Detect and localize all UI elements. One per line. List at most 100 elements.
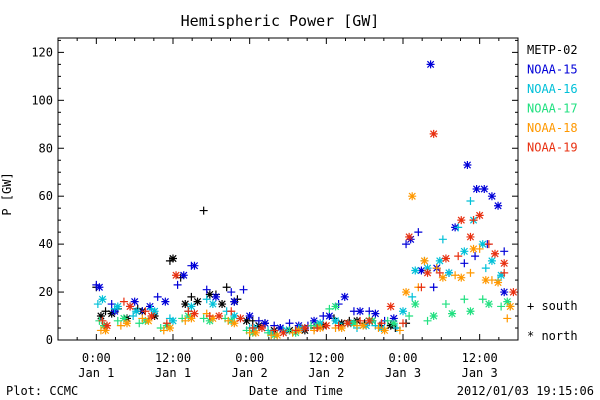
point-noaa-19-north <box>429 129 438 138</box>
point-noaa-19-north <box>405 232 414 241</box>
point-noaa-19-north <box>257 324 266 333</box>
point-noaa-16-north <box>331 316 340 325</box>
point-noaa-19-south <box>334 321 343 330</box>
point-noaa-19-north <box>365 316 374 325</box>
point-noaa-18-south <box>138 314 147 323</box>
point-noaa-15-south <box>227 288 236 297</box>
x-tick-label-time: 0:00 <box>389 351 418 365</box>
point-noaa-19-north <box>491 249 499 258</box>
point-noaa-19-south <box>469 216 478 225</box>
point-noaa-18-north <box>187 314 196 323</box>
legend-marker-south: + south <box>527 299 578 313</box>
point-noaa-16-south <box>408 292 417 301</box>
point-noaa-18-north <box>337 324 346 333</box>
point-noaa-18-north <box>506 302 515 311</box>
point-noaa-17-south <box>325 304 334 313</box>
point-noaa-16-south <box>454 223 463 232</box>
point-noaa-19-south <box>356 316 365 325</box>
point-metp-02-north <box>181 300 190 309</box>
point-noaa-18-south <box>395 326 404 335</box>
chart-title: Hemispheric Power [GW] <box>181 12 380 30</box>
point-noaa-17-north <box>389 319 398 328</box>
y-tick-label: 40 <box>39 237 53 251</box>
point-noaa-18-south <box>432 264 441 273</box>
point-metp-02-north <box>193 297 202 306</box>
point-noaa-17-south <box>135 319 144 328</box>
point-noaa-15-north <box>211 292 220 301</box>
point-noaa-15-north <box>417 266 426 275</box>
point-noaa-19-north <box>423 268 432 277</box>
point-noaa-16-north <box>208 300 217 309</box>
y-tick-label: 60 <box>39 189 53 203</box>
point-noaa-15-south <box>107 300 116 309</box>
point-noaa-15-north <box>426 60 435 69</box>
point-noaa-15-north <box>487 192 496 201</box>
point-noaa-16-north <box>478 240 487 249</box>
point-metp-02-north <box>205 290 214 299</box>
point-noaa-18-north <box>402 288 411 297</box>
point-noaa-19-north <box>215 312 223 321</box>
point-noaa-19-south <box>184 307 193 316</box>
point-noaa-19-south <box>227 307 236 316</box>
point-noaa-19-south <box>399 319 407 328</box>
point-noaa-18-north <box>481 276 490 285</box>
point-noaa-18-north <box>144 316 153 325</box>
point-noaa-18-south <box>466 268 475 277</box>
point-noaa-15-south <box>254 316 263 325</box>
point-noaa-15-north <box>179 271 188 280</box>
point-metp-02-north <box>242 316 251 325</box>
point-noaa-18-north <box>123 319 131 328</box>
point-noaa-15-north <box>356 307 365 316</box>
point-noaa-17-north <box>503 297 512 306</box>
point-noaa-15-north <box>261 319 269 328</box>
point-noaa-15-north <box>500 288 509 297</box>
point-metp-02-north <box>169 254 177 263</box>
point-noaa-16-north <box>497 271 506 280</box>
point-noaa-19-south <box>270 326 279 335</box>
point-noaa-18-north <box>438 273 447 282</box>
point-noaa-16-north <box>399 307 407 316</box>
point-noaa-17-south <box>113 316 122 325</box>
point-noaa-18-north <box>251 328 260 337</box>
point-noaa-18-south <box>451 271 460 280</box>
point-noaa-16-north <box>230 312 239 321</box>
legend-marker-north: * north <box>527 329 578 343</box>
point-noaa-15-north <box>371 309 380 318</box>
point-noaa-18-south <box>159 326 168 335</box>
point-noaa-19-north <box>509 288 518 297</box>
point-noaa-19-north <box>457 216 466 225</box>
y-axis-label: P [GW] <box>0 172 14 215</box>
point-noaa-17-south <box>383 316 392 325</box>
point-metp-02-south <box>222 283 231 292</box>
point-noaa-15-south <box>239 285 248 294</box>
point-noaa-16-south <box>438 235 447 244</box>
point-noaa-17-north <box>411 300 420 309</box>
point-noaa-16-north <box>113 302 122 311</box>
point-noaa-15-south <box>471 252 480 261</box>
point-noaa-19-south <box>205 312 214 321</box>
point-noaa-15-north <box>230 297 239 306</box>
point-noaa-16-north <box>132 307 141 316</box>
point-noaa-19-north <box>279 328 288 337</box>
point-noaa-19-north <box>386 302 395 311</box>
point-noaa-17-south <box>460 295 469 304</box>
point-noaa-19-south <box>377 319 386 328</box>
legend-entry-noaa-15: NOAA-15 <box>527 63 578 77</box>
point-noaa-15-south <box>202 285 211 294</box>
point-noaa-15-south <box>500 247 509 256</box>
point-noaa-19-south <box>141 307 150 316</box>
point-noaa-15-north <box>190 261 199 270</box>
x-axis-label: Date and Time <box>249 384 343 398</box>
point-noaa-16-north <box>187 302 196 311</box>
point-noaa-17-north <box>119 314 128 323</box>
point-noaa-15-south <box>173 280 182 289</box>
point-noaa-19-north <box>190 309 199 318</box>
point-noaa-17-north <box>484 300 493 309</box>
y-tick-label: 120 <box>31 45 53 59</box>
point-noaa-16-north <box>98 295 107 304</box>
point-noaa-15-south <box>285 319 294 328</box>
point-noaa-16-north <box>445 268 453 277</box>
point-noaa-15-south <box>414 228 423 237</box>
point-noaa-15-north <box>463 161 472 170</box>
